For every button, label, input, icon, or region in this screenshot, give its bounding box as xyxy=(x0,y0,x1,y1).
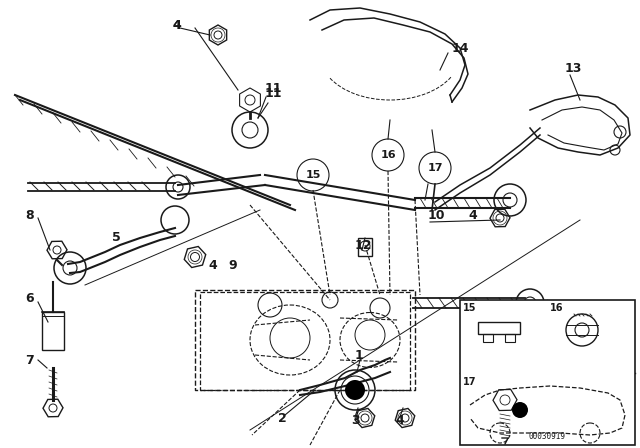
Text: 14: 14 xyxy=(452,42,470,55)
Text: 13: 13 xyxy=(565,61,582,74)
Text: 16: 16 xyxy=(550,303,563,313)
Text: 4: 4 xyxy=(208,258,217,271)
Text: 12: 12 xyxy=(355,238,372,251)
Text: 00030919: 00030919 xyxy=(529,432,566,441)
Text: 17: 17 xyxy=(463,377,477,387)
Bar xyxy=(505,334,515,342)
Circle shape xyxy=(512,402,528,418)
Text: 15: 15 xyxy=(463,303,477,313)
Text: 6: 6 xyxy=(25,292,34,305)
Text: 5: 5 xyxy=(112,231,121,244)
Text: 1: 1 xyxy=(355,349,364,362)
Text: 15: 15 xyxy=(305,170,321,180)
Bar xyxy=(460,300,635,445)
Text: 8: 8 xyxy=(25,208,34,221)
Text: 4: 4 xyxy=(395,414,404,426)
Bar xyxy=(478,322,520,334)
Text: 4: 4 xyxy=(172,18,180,31)
Text: 9: 9 xyxy=(228,258,237,271)
Bar xyxy=(483,334,493,342)
Circle shape xyxy=(345,380,365,400)
Text: 4: 4 xyxy=(468,208,477,221)
Bar xyxy=(42,312,64,350)
Text: 2: 2 xyxy=(278,412,287,425)
Bar xyxy=(358,238,372,256)
Text: 10: 10 xyxy=(428,208,445,221)
Text: 3: 3 xyxy=(351,414,360,426)
Text: 11: 11 xyxy=(265,82,282,95)
Text: 17: 17 xyxy=(428,163,443,173)
Text: 4: 4 xyxy=(172,18,180,31)
Text: 7: 7 xyxy=(25,353,34,366)
Text: 11: 11 xyxy=(265,86,282,99)
Text: 16: 16 xyxy=(380,150,396,160)
